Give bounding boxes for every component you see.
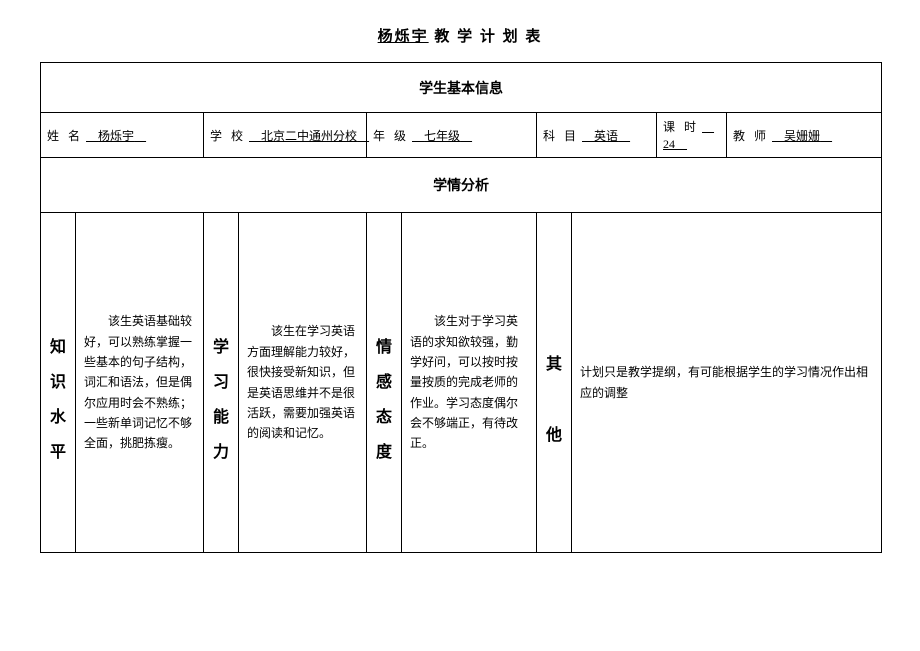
grade-label: 年 级 (373, 129, 409, 143)
other-label: 其他 (537, 213, 572, 553)
student-info-row: 姓 名 杨烁宇 学 校 北京二中通州分校 年 级 七年级 科 目 英语 课 时 … (41, 113, 882, 158)
ability-label: 学习能力 (204, 213, 239, 553)
analysis-header: 学情分析 (41, 158, 882, 213)
hours-label: 课 时 (663, 120, 699, 134)
title-student-name: 杨烁宇 (378, 29, 429, 45)
other-content: 计划只是教学提纲，有可能根据学生的学习情况作出相应的调整 (572, 213, 882, 553)
basic-info-header: 学生基本信息 (41, 63, 882, 113)
attitude-content: 该生对于学习英语的求知欲较强，勤学好问，可以按时按量按质的完成老师的作业。学习态… (402, 213, 537, 553)
ability-content: 该生在学习英语方面理解能力较好，很快接受新知识，但是英语思维并不是很活跃，需要加… (239, 213, 367, 553)
grade-cell: 年 级 七年级 (367, 113, 537, 158)
subject-value: 英语 (582, 129, 630, 143)
page-title: 杨烁宇 教 学 计 划 表 (40, 25, 880, 46)
name-label: 姓 名 (47, 129, 83, 143)
title-suffix: 教 学 计 划 表 (434, 29, 542, 45)
name-value: 杨烁宇 (86, 129, 146, 143)
school-cell: 学 校 北京二中通州分校 (204, 113, 367, 158)
subject-cell: 科 目 英语 (537, 113, 657, 158)
knowledge-content: 该生英语基础较好，可以熟练掌握一些基本的句子结构，词汇和语法，但是偶尔应用时会不… (76, 213, 204, 553)
teacher-label: 教 师 (733, 129, 769, 143)
school-value: 北京二中通州分校 (249, 129, 369, 143)
knowledge-label: 知识水平 (41, 213, 76, 553)
subject-label: 科 目 (543, 129, 579, 143)
analysis-content-row: 知识水平 该生英语基础较好，可以熟练掌握一些基本的句子结构，词汇和语法，但是偶尔… (41, 213, 882, 553)
teaching-plan-table: 学生基本信息 姓 名 杨烁宇 学 校 北京二中通州分校 年 级 七年级 科 目 … (40, 62, 882, 553)
school-label: 学 校 (210, 129, 246, 143)
teacher-cell: 教 师 吴姗姗 (727, 113, 882, 158)
name-cell: 姓 名 杨烁宇 (41, 113, 204, 158)
hours-cell: 课 时 24 (657, 113, 727, 158)
teacher-value: 吴姗姗 (772, 129, 832, 143)
grade-value: 七年级 (412, 129, 472, 143)
attitude-label: 情感态度 (367, 213, 402, 553)
